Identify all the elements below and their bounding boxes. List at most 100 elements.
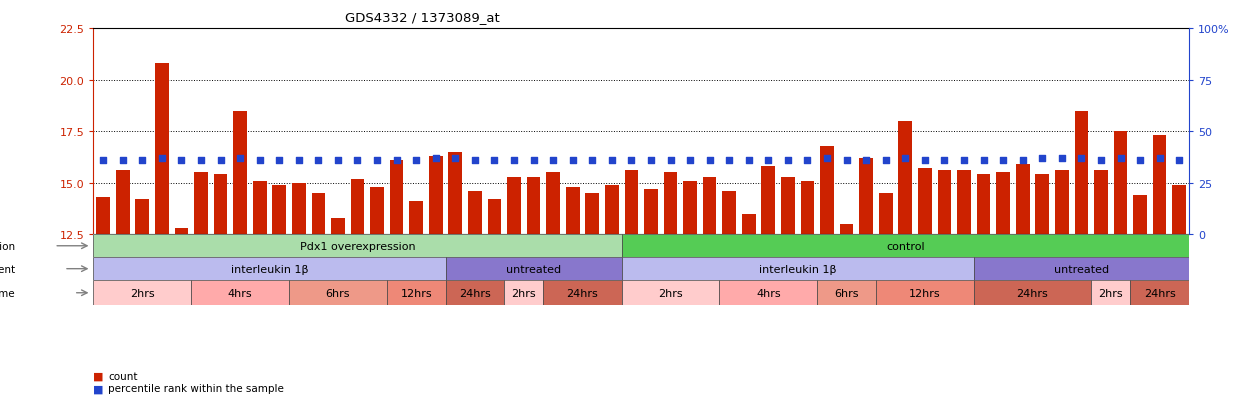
Bar <box>702 177 716 235</box>
Bar <box>1055 171 1068 235</box>
Bar <box>605 185 619 235</box>
Text: 4hrs: 4hrs <box>228 288 253 298</box>
Point <box>680 157 700 164</box>
Bar <box>527 177 540 235</box>
Text: 24hrs: 24hrs <box>459 288 491 298</box>
Text: ■: ■ <box>93 371 103 381</box>
Text: 12hrs: 12hrs <box>909 288 941 298</box>
Point <box>601 157 621 164</box>
Bar <box>585 194 599 235</box>
Point <box>720 157 740 164</box>
Bar <box>621 280 720 306</box>
Point <box>190 157 210 164</box>
Bar <box>547 173 560 235</box>
Text: 2hrs: 2hrs <box>512 288 537 298</box>
Bar <box>1113 132 1128 235</box>
Text: 24hrs: 24hrs <box>1017 288 1048 298</box>
Bar <box>1094 171 1108 235</box>
Bar <box>762 167 776 235</box>
Bar <box>543 280 621 306</box>
Point <box>700 157 720 164</box>
Text: untreated: untreated <box>505 264 561 274</box>
Point <box>484 157 504 164</box>
Text: 2hrs: 2hrs <box>1098 288 1123 298</box>
Point <box>1072 155 1092 162</box>
Bar <box>781 177 794 235</box>
Point <box>778 157 798 164</box>
Point <box>426 155 446 162</box>
Text: 2hrs: 2hrs <box>659 288 682 298</box>
Bar <box>621 258 974 280</box>
Point <box>289 157 309 164</box>
Text: time: time <box>0 288 15 298</box>
Point <box>172 157 192 164</box>
Point <box>621 157 641 164</box>
Point <box>915 157 935 164</box>
Bar <box>1130 280 1189 306</box>
Point <box>464 157 484 164</box>
Bar <box>742 214 756 235</box>
Point <box>230 155 250 162</box>
Text: 6hrs: 6hrs <box>834 288 859 298</box>
Bar <box>93 235 621 258</box>
Bar <box>974 258 1189 280</box>
Text: 4hrs: 4hrs <box>756 288 781 298</box>
Text: agent: agent <box>0 264 15 274</box>
Point <box>1169 157 1189 164</box>
Text: interleukin 1β: interleukin 1β <box>759 264 837 274</box>
Bar <box>93 280 192 306</box>
Point <box>327 157 347 164</box>
Bar <box>722 192 736 235</box>
Bar <box>351 179 365 235</box>
Text: 6hrs: 6hrs <box>326 288 350 298</box>
Point <box>798 157 818 164</box>
Text: count: count <box>108 371 138 381</box>
Point <box>817 155 837 162</box>
Bar <box>214 175 228 235</box>
Point <box>132 157 152 164</box>
Point <box>837 157 857 164</box>
Bar <box>194 173 208 235</box>
Bar <box>621 235 1189 258</box>
Title: GDS4332 / 1373089_at: GDS4332 / 1373089_at <box>345 11 499 24</box>
Point <box>1091 157 1111 164</box>
Text: genotype/variation: genotype/variation <box>0 241 15 251</box>
Bar <box>801 181 814 235</box>
Bar <box>390 161 403 235</box>
Bar <box>644 190 657 235</box>
Bar <box>174 228 188 235</box>
Point <box>895 155 915 162</box>
Point <box>309 157 329 164</box>
Text: Pdx1 overexpression: Pdx1 overexpression <box>300 241 416 251</box>
Point <box>406 157 426 164</box>
Bar <box>116 171 129 235</box>
Bar <box>879 194 893 235</box>
Bar <box>565 188 579 235</box>
Bar <box>96 198 110 235</box>
Bar <box>311 194 325 235</box>
Bar <box>996 173 1010 235</box>
Bar <box>937 171 951 235</box>
Point <box>269 157 289 164</box>
Bar <box>859 159 873 235</box>
Bar <box>1133 196 1147 235</box>
Text: control: control <box>886 241 925 251</box>
Bar <box>1074 111 1088 235</box>
Point <box>1111 155 1130 162</box>
Text: 24hrs: 24hrs <box>566 288 599 298</box>
Bar <box>1016 165 1030 235</box>
Point <box>583 157 603 164</box>
Bar <box>918 169 931 235</box>
Point <box>758 157 778 164</box>
Point <box>113 157 133 164</box>
Bar <box>974 280 1091 306</box>
Bar <box>273 185 286 235</box>
Text: 24hrs: 24hrs <box>1144 288 1175 298</box>
Point <box>857 157 876 164</box>
Text: untreated: untreated <box>1053 264 1109 274</box>
Bar <box>233 111 247 235</box>
Text: 12hrs: 12hrs <box>401 288 432 298</box>
Point <box>210 157 230 164</box>
Bar <box>1153 136 1167 235</box>
Bar <box>839 224 854 235</box>
